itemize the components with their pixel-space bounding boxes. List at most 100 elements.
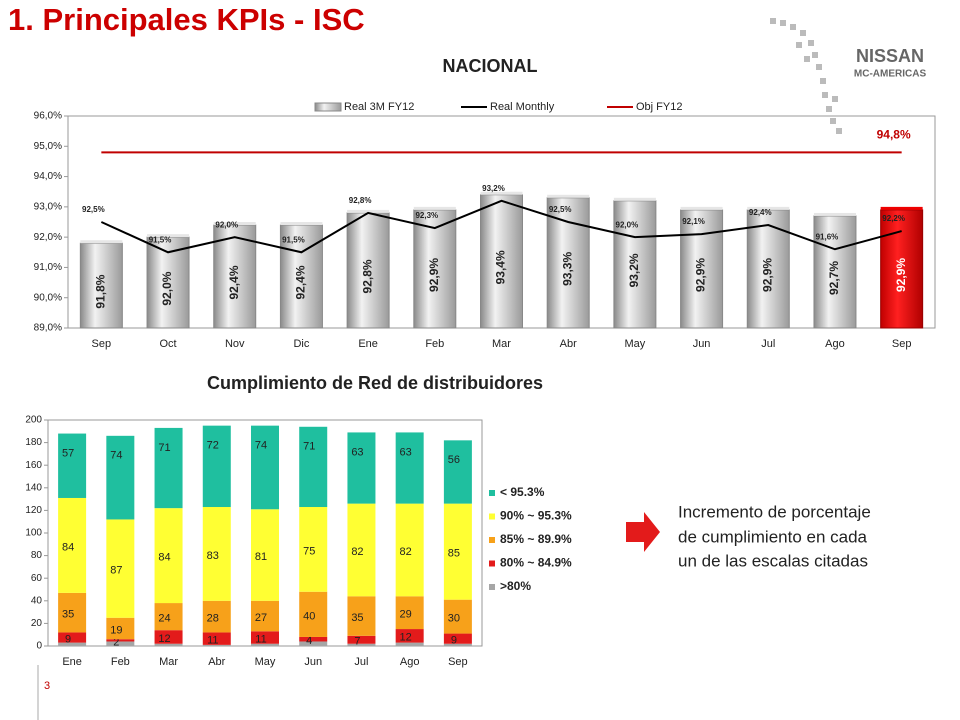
x-tick-label: Mar [492, 338, 511, 350]
logo-brand: NISSAN [856, 46, 924, 66]
bar-segment [443, 503, 472, 600]
y-tick-label: 95,0% [34, 141, 62, 152]
bar-top [613, 197, 656, 201]
segment-label: 56 [448, 454, 460, 466]
segment-label: 12 [400, 632, 412, 644]
bar [346, 212, 390, 329]
bar-segment [154, 630, 183, 644]
segment-label: 35 [351, 612, 363, 624]
bar-segment [443, 643, 472, 646]
bar-top [547, 194, 590, 198]
bar-label: 91,8% [94, 274, 108, 308]
segment-label: 81 [255, 551, 267, 563]
segment-label: 87 [110, 565, 122, 577]
segment-label: 74 [110, 450, 122, 462]
point-label: 92,5% [549, 205, 572, 214]
line [100, 199, 902, 254]
y-tick-label: 140 [25, 482, 42, 493]
segment-label: 2 [113, 636, 119, 648]
legend-label: Obj FY12 [636, 101, 682, 113]
bar-top [413, 206, 456, 210]
segment-label: 63 [400, 446, 412, 458]
bar-top [813, 212, 856, 216]
point-label: 92,8% [349, 196, 372, 205]
point-label: 91,5% [149, 235, 172, 244]
x-tick-label: Jul [354, 656, 368, 668]
bar [79, 242, 123, 329]
arrow [626, 512, 660, 552]
slide-title: 1. Principales KPIs - ISC [8, 2, 365, 37]
bar-segment [106, 519, 135, 618]
bar-segment [58, 632, 87, 643]
bar-segment [251, 425, 279, 510]
bar-segment [251, 600, 279, 632]
bar-segment [106, 639, 135, 642]
note-line: de cumplimiento en cada [678, 527, 868, 546]
y-tick-label: 90,0% [34, 292, 62, 303]
bar-segment [251, 509, 279, 601]
segment-label: 9 [451, 635, 457, 647]
bar-segment [299, 426, 328, 508]
bar-segment [299, 591, 328, 637]
bar-segment [251, 631, 279, 644]
y-tick-label: 20 [31, 618, 43, 629]
x-tick-label: Jul [761, 338, 775, 350]
bar [480, 194, 523, 329]
segment-label: 28 [207, 613, 219, 625]
bar-label: 92,9% [427, 258, 441, 292]
x-tick-label: Ago [825, 338, 845, 350]
legend-label: Real Monthly [490, 101, 555, 113]
bar-top [880, 206, 923, 210]
bar-segment [395, 642, 424, 646]
segment-label: 85 [448, 548, 460, 560]
bar-segment [395, 503, 424, 597]
bar-segment [106, 617, 135, 640]
bar-segment [299, 641, 328, 646]
x-tick-label: Jun [304, 656, 322, 668]
point-label: 92,0% [616, 220, 639, 229]
point-label: 92,4% [749, 208, 772, 217]
segment-label: 12 [158, 633, 170, 645]
segment-label: 82 [400, 546, 412, 558]
segment-label: 4 [306, 635, 312, 647]
bar-segment [443, 599, 472, 634]
bar [213, 224, 257, 329]
bar-segment [299, 636, 328, 642]
y-tick-label: 80 [31, 550, 43, 561]
segment-label: 30 [448, 613, 460, 625]
y-tick-label: 180 [25, 437, 42, 448]
bar-label: 93,4% [494, 250, 508, 284]
bar-segment [347, 596, 376, 636]
x-tick-label: Oct [159, 338, 176, 350]
y-tick-label: 92,0% [34, 232, 62, 243]
y-tick-label: 40 [31, 595, 43, 606]
note-line: un de las escalas citadas [678, 551, 868, 570]
bar [813, 215, 857, 329]
bar-segment [395, 432, 424, 504]
y-tick-label: 60 [31, 573, 43, 584]
segment-label: 35 [62, 609, 74, 621]
y-tick-label: 160 [25, 460, 42, 471]
legend-swatch [489, 560, 495, 567]
y-tick-label: 91,0% [34, 262, 62, 273]
bar-segment [58, 497, 87, 593]
bar-top [747, 206, 790, 210]
x-tick-label: Ene [62, 656, 82, 668]
bar-top [280, 222, 323, 226]
legend-swatch [489, 490, 495, 496]
bar-label: 93,3% [560, 252, 574, 286]
x-tick-label: Sep [892, 338, 912, 350]
x-tick-label: Dic [293, 338, 309, 350]
legend-label: >80% [500, 579, 531, 593]
bar-segment [154, 427, 183, 509]
bar [546, 197, 590, 329]
logo-region: MC-AMERICAS [854, 69, 927, 80]
bar-label: 92,0% [160, 271, 174, 305]
x-tick-label: May [624, 338, 645, 350]
y-tick-label: 94,0% [34, 171, 62, 182]
segment-label: 40 [303, 610, 315, 622]
point-label: 91,6% [816, 232, 839, 241]
y-tick-label: 0 [36, 641, 42, 652]
chart-title: NACIONAL [443, 56, 538, 76]
segment-label: 75 [303, 545, 315, 557]
